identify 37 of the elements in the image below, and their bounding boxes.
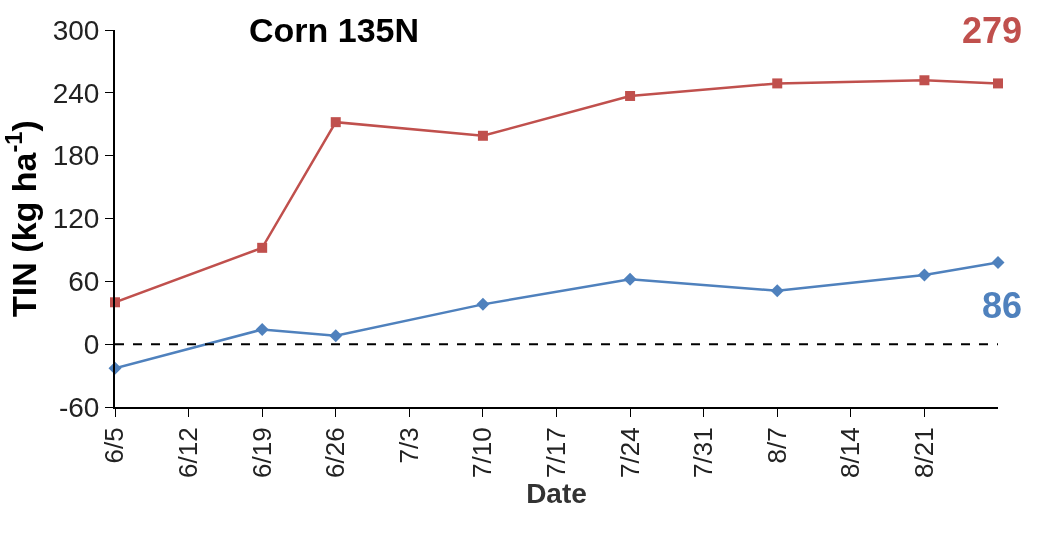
x-tick-label: 6/26 bbox=[320, 427, 351, 479]
point bbox=[330, 117, 341, 128]
point bbox=[917, 268, 931, 282]
x-tick-label: 7/17 bbox=[540, 427, 571, 479]
point bbox=[255, 323, 269, 337]
y-tick-label: 0 bbox=[83, 328, 100, 360]
annotation: 279 bbox=[962, 10, 1023, 51]
x-axis-title: Date bbox=[526, 478, 587, 510]
x-tick-label: 8/14 bbox=[835, 427, 866, 479]
point bbox=[770, 284, 784, 298]
annotation: 86 bbox=[982, 285, 1023, 326]
x-tick-label: 6/5 bbox=[99, 427, 130, 464]
y-tick-label: 60 bbox=[68, 266, 100, 298]
y-tick-label: 120 bbox=[52, 203, 100, 235]
point bbox=[919, 75, 930, 86]
x-tick-label: 7/24 bbox=[614, 427, 645, 479]
point bbox=[476, 297, 490, 311]
x-tick-label: 6/19 bbox=[246, 427, 277, 479]
x-tick-label: 6/12 bbox=[173, 427, 204, 479]
point bbox=[993, 78, 1003, 89]
y-tick-label: 300 bbox=[52, 14, 100, 46]
y-tick-label: -60 bbox=[58, 391, 100, 423]
x-tick-label: 7/31 bbox=[688, 427, 719, 479]
x-tick-label: 7/3 bbox=[393, 427, 424, 464]
y-tick-label: 180 bbox=[52, 140, 100, 172]
chart-title: Corn 135N bbox=[249, 11, 420, 49]
point bbox=[991, 255, 1005, 269]
x-tick-label: 8/7 bbox=[761, 427, 792, 464]
point bbox=[772, 78, 783, 89]
point bbox=[623, 272, 637, 286]
point bbox=[625, 90, 636, 101]
y-tick-label: 240 bbox=[52, 77, 100, 109]
point bbox=[477, 130, 488, 141]
x-tick-label: 7/10 bbox=[467, 427, 498, 479]
point bbox=[329, 329, 343, 343]
point bbox=[257, 242, 268, 253]
x-tick-label: 8/21 bbox=[908, 427, 939, 479]
